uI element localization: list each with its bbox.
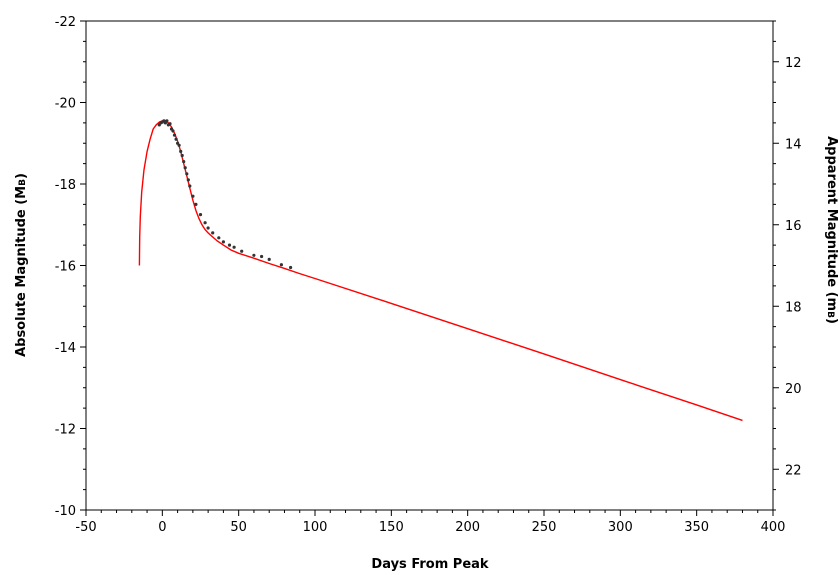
x-tick-label: 350 (684, 520, 709, 535)
observation-point (188, 184, 192, 188)
observation-point (172, 133, 177, 137)
observation-point (183, 166, 187, 170)
observation-point (221, 240, 225, 244)
x-tick-label: 400 (761, 520, 786, 535)
observation-point (185, 172, 189, 176)
y2-tick-label: 16 (785, 219, 802, 234)
x-tick-label: -50 (75, 520, 96, 535)
observation-point (203, 221, 207, 225)
observation-point (191, 194, 195, 198)
y2-tick-label: 22 (785, 463, 802, 478)
observation-point (227, 243, 232, 247)
observation-point (171, 129, 175, 133)
y-axis-ticks: -22 -20 -18 -16 -14 -12 -10 (55, 15, 86, 519)
observation-point (260, 254, 264, 259)
y2-axis-title: Apparent Magnitude (mB) (824, 136, 839, 324)
x-tick-label: 50 (230, 520, 247, 535)
x-axis-ticks: -50 0 50 100 150 200 250 300 350 400 (75, 510, 785, 535)
y-tick-label: -22 (55, 15, 76, 30)
x-tick-label: 0 (158, 520, 166, 535)
observation-point (179, 149, 183, 153)
y-tick-label: -14 (55, 341, 76, 356)
y-tick-label: -12 (55, 423, 76, 438)
y-tick-label: -16 (55, 260, 76, 275)
model-light-curve-line (138, 120, 743, 422)
observation-point (182, 160, 186, 164)
y2-tick-label: 18 (785, 300, 802, 315)
observation-point (168, 122, 172, 126)
y-axis-title: Absolute Magnitude (MB) (14, 173, 29, 357)
observation-point (198, 213, 203, 217)
y2-axis-ticks: 12 14 16 18 20 22 (773, 20, 802, 511)
observation-point (232, 245, 236, 249)
observation-point (211, 231, 215, 235)
observation-point (165, 119, 169, 123)
observation-point (186, 178, 190, 182)
observation-point (177, 143, 181, 147)
observation-point (180, 153, 184, 158)
y-tick-label: -20 (55, 97, 76, 112)
plot-area (138, 119, 743, 422)
x-axis-title: Days From Peak (371, 557, 488, 572)
x-tick-label: 200 (455, 520, 480, 535)
observation-point (252, 253, 256, 257)
x-tick-label: 300 (608, 520, 633, 535)
plot-frame (85, 20, 774, 511)
x-tick-label: 250 (532, 520, 557, 535)
x-tick-label: 100 (303, 520, 328, 535)
y2-tick-label: 12 (785, 56, 802, 71)
y-tick-label: -18 (55, 178, 76, 193)
observation-point (240, 249, 244, 253)
y2-tick-label: 20 (785, 382, 802, 397)
observation-point (206, 226, 210, 230)
y-tick-label: -10 (55, 504, 76, 519)
y2-tick-label: 14 (785, 137, 802, 152)
observation-point (267, 257, 271, 261)
observation-point (217, 236, 221, 240)
x-tick-label: 150 (379, 520, 404, 535)
observation-point (174, 137, 178, 141)
observation-point (289, 265, 293, 270)
observation-point (194, 202, 198, 206)
observation-point (279, 263, 283, 267)
